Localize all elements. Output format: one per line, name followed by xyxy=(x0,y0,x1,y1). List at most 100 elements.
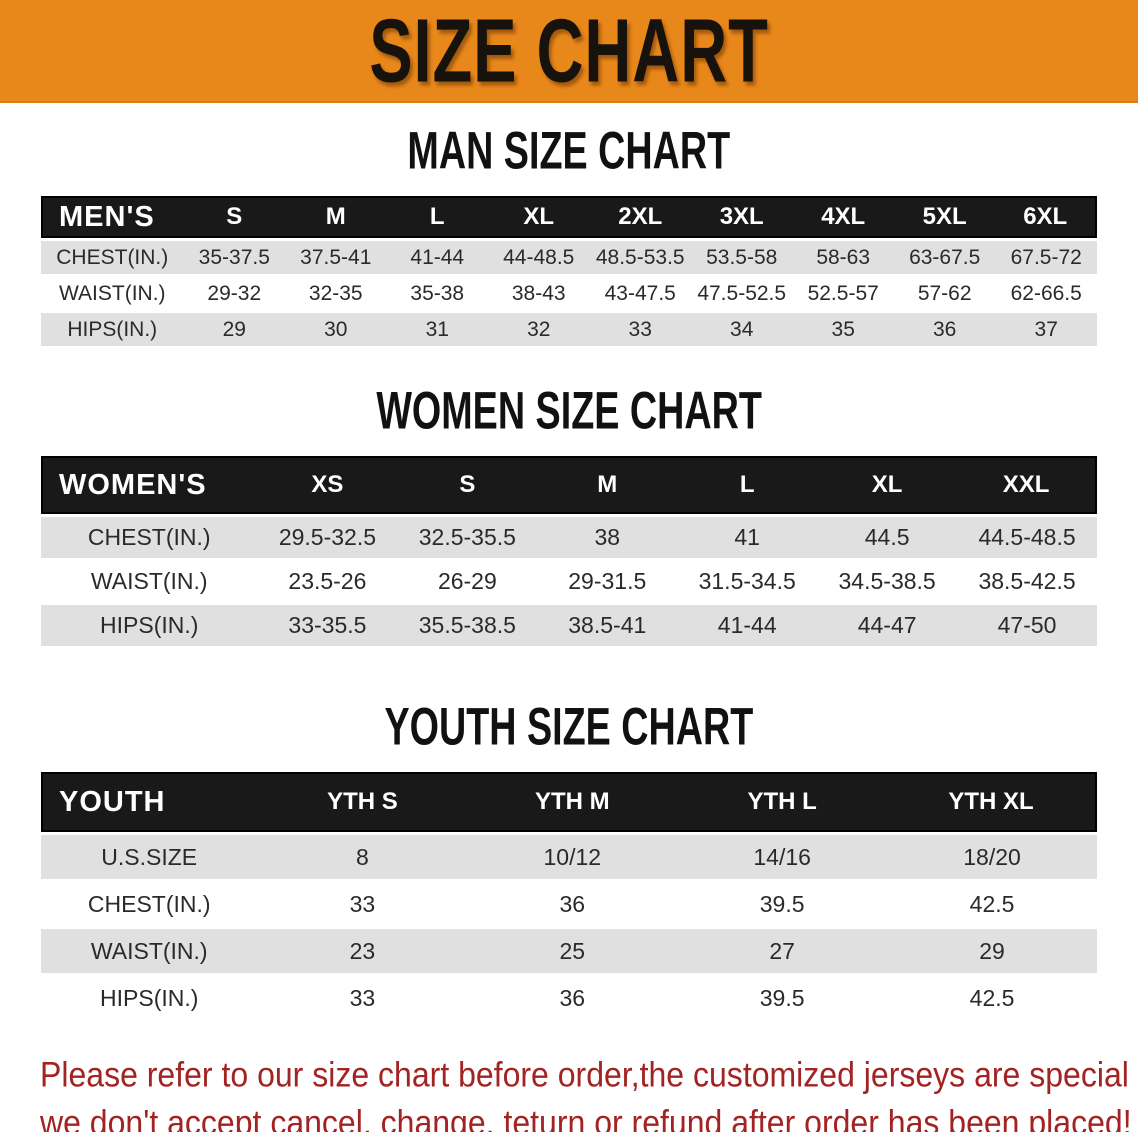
size-value: 33 xyxy=(589,313,691,346)
table-header-row: MEN'S S M L XL 2XL 3XL 4XL 5XL 6XL xyxy=(41,196,1097,238)
size-value: 31.5-34.5 xyxy=(677,561,818,602)
measurement-label: WAIST(IN.) xyxy=(41,561,258,602)
men-table-header: MEN'S S M L XL 2XL 3XL 4XL 5XL 6XL xyxy=(41,196,1097,238)
disclaimer-line-2: we don't accept cancel, change, teturn o… xyxy=(40,1102,1132,1132)
size-value: 25 xyxy=(467,929,678,973)
size-value: 32-35 xyxy=(285,277,387,310)
size-column-header: L xyxy=(386,196,488,238)
youth-table-header: YOUTH YTH S YTH M YTH L YTH XL xyxy=(41,772,1097,832)
size-value: 26-29 xyxy=(397,561,538,602)
size-value: 23.5-26 xyxy=(257,561,398,602)
size-value: 41 xyxy=(677,517,818,558)
women-size-table: WOMEN'S XS S M L XL XXL CHEST(IN.) 29.5-32.5 32.… xyxy=(41,453,1097,649)
size-value: 43-47.5 xyxy=(589,277,691,310)
size-value: 35-37.5 xyxy=(183,241,286,274)
men-table-body: CHEST(IN.) 35-37.5 37.5-41 41-44 44-48.5 48.5… xyxy=(41,241,1097,346)
size-column-header: 2XL xyxy=(589,196,691,238)
size-value: 36 xyxy=(467,976,678,1020)
table-group-label: YOUTH xyxy=(41,772,258,832)
measurement-label: WAIST(IN.) xyxy=(41,277,184,310)
size-value: 32 xyxy=(488,313,590,346)
measurement-row: HIPS(IN.) 33-35.5 35.5-38.5 38.5-41 41-44 44-… xyxy=(41,605,1097,646)
men-section-heading: MAN SIZE CHART xyxy=(0,120,1138,180)
size-value: 52.5-57 xyxy=(792,277,894,310)
size-column-header: XS xyxy=(257,456,398,514)
size-column-header: 6XL xyxy=(995,196,1097,238)
size-column-header: S xyxy=(397,456,538,514)
size-value: 36 xyxy=(467,882,678,926)
measurement-label: CHEST(IN.) xyxy=(41,241,184,274)
size-value: 38 xyxy=(537,517,678,558)
section-women: WOMEN SIZE CHART WOMEN'S XS S M L XL XXL CHEST… xyxy=(0,380,1138,649)
measurement-label: U.S.SIZE xyxy=(41,835,258,879)
size-column-header: 4XL xyxy=(792,196,894,238)
youth-section-heading-text: YOUTH SIZE CHART xyxy=(384,696,754,756)
size-value: 41-44 xyxy=(677,605,818,646)
size-value: 42.5 xyxy=(887,882,1097,926)
size-column-header: YTH M xyxy=(467,772,678,832)
size-column-header: M xyxy=(285,196,387,238)
table-group-label: WOMEN'S xyxy=(41,456,258,514)
size-value: 29.5-32.5 xyxy=(257,517,398,558)
youth-table-body: U.S.SIZE 8 10/12 14/16 18/20 CHEST(IN.) 33 36 39… xyxy=(41,835,1097,1020)
size-value: 23 xyxy=(257,929,468,973)
table-header-row: WOMEN'S XS S M L XL XXL xyxy=(41,456,1097,514)
size-value: 35 xyxy=(792,313,894,346)
women-table-body: CHEST(IN.) 29.5-32.5 32.5-35.5 38 41 44.5 44.5… xyxy=(41,517,1097,646)
size-value: 44.5 xyxy=(817,517,958,558)
measurement-label: HIPS(IN.) xyxy=(41,313,184,346)
size-column-header: 5XL xyxy=(893,196,996,238)
measurement-row: WAIST(IN.) 23.5-26 26-29 29-31.5 31.5-34.5 34… xyxy=(41,561,1097,602)
size-value: 29-32 xyxy=(183,277,286,310)
size-value: 14/16 xyxy=(677,835,888,879)
men-section-heading-text: MAN SIZE CHART xyxy=(407,120,731,180)
disclaimer: Please refer to our size chart before or… xyxy=(40,1051,1138,1132)
size-value: 58-63 xyxy=(792,241,894,274)
size-value: 42.5 xyxy=(887,976,1097,1020)
size-value: 10/12 xyxy=(467,835,678,879)
table-header-row: YOUTH YTH S YTH M YTH L YTH XL xyxy=(41,772,1097,832)
size-value: 48.5-53.5 xyxy=(589,241,691,274)
size-value: 29 xyxy=(887,929,1097,973)
youth-section-heading: YOUTH SIZE CHART xyxy=(0,696,1138,756)
size-column-header: L xyxy=(677,456,818,514)
size-value: 33 xyxy=(257,976,468,1020)
size-value: 29 xyxy=(183,313,286,346)
women-section-heading: WOMEN SIZE CHART xyxy=(0,380,1138,440)
size-column-header: YTH L xyxy=(677,772,888,832)
size-value: 44.5-48.5 xyxy=(957,517,1097,558)
size-value: 31 xyxy=(386,313,488,346)
table-group-label: MEN'S xyxy=(41,196,184,238)
size-value: 67.5-72 xyxy=(995,241,1097,274)
size-value: 27 xyxy=(677,929,888,973)
size-value: 63-67.5 xyxy=(893,241,996,274)
size-column-header: M xyxy=(537,456,678,514)
size-value: 39.5 xyxy=(677,882,888,926)
size-value: 44-47 xyxy=(817,605,958,646)
size-value: 35.5-38.5 xyxy=(397,605,538,646)
measurement-row: CHEST(IN.) 35-37.5 37.5-41 41-44 44-48.5 48.5… xyxy=(41,241,1097,274)
size-value: 34.5-38.5 xyxy=(817,561,958,602)
youth-size-table: YOUTH YTH S YTH M YTH L YTH XL U.S.SIZE 8 10/1… xyxy=(41,769,1097,1023)
size-column-header: XL xyxy=(488,196,590,238)
size-value: 33-35.5 xyxy=(257,605,398,646)
size-value: 30 xyxy=(285,313,387,346)
size-value: 44-48.5 xyxy=(488,241,590,274)
measurement-row: CHEST(IN.) 29.5-32.5 32.5-35.5 38 41 44.5 44.5… xyxy=(41,517,1097,558)
size-value: 34 xyxy=(690,313,793,346)
size-value: 47.5-52.5 xyxy=(690,277,793,310)
measurement-label: HIPS(IN.) xyxy=(41,605,258,646)
size-chart-banner: SIZE CHART xyxy=(0,0,1138,103)
women-section-heading-text: WOMEN SIZE CHART xyxy=(376,380,762,440)
size-value: 37.5-41 xyxy=(285,241,387,274)
section-youth: YOUTH SIZE CHART YOUTH YTH S YTH M YTH L YTH… xyxy=(0,696,1138,1023)
size-value: 38.5-41 xyxy=(537,605,678,646)
men-size-table: MEN'S S M L XL 2XL 3XL 4XL 5XL 6XL CHEST(IN.) 35-3… xyxy=(41,193,1097,349)
women-table-header: WOMEN'S XS S M L XL XXL xyxy=(41,456,1097,514)
disclaimer-line-1: Please refer to our size chart before or… xyxy=(40,1054,1138,1095)
size-value: 8 xyxy=(257,835,468,879)
size-value: 41-44 xyxy=(386,241,488,274)
size-column-header: XL xyxy=(817,456,958,514)
size-column-header: S xyxy=(183,196,286,238)
measurement-label: HIPS(IN.) xyxy=(41,976,258,1020)
